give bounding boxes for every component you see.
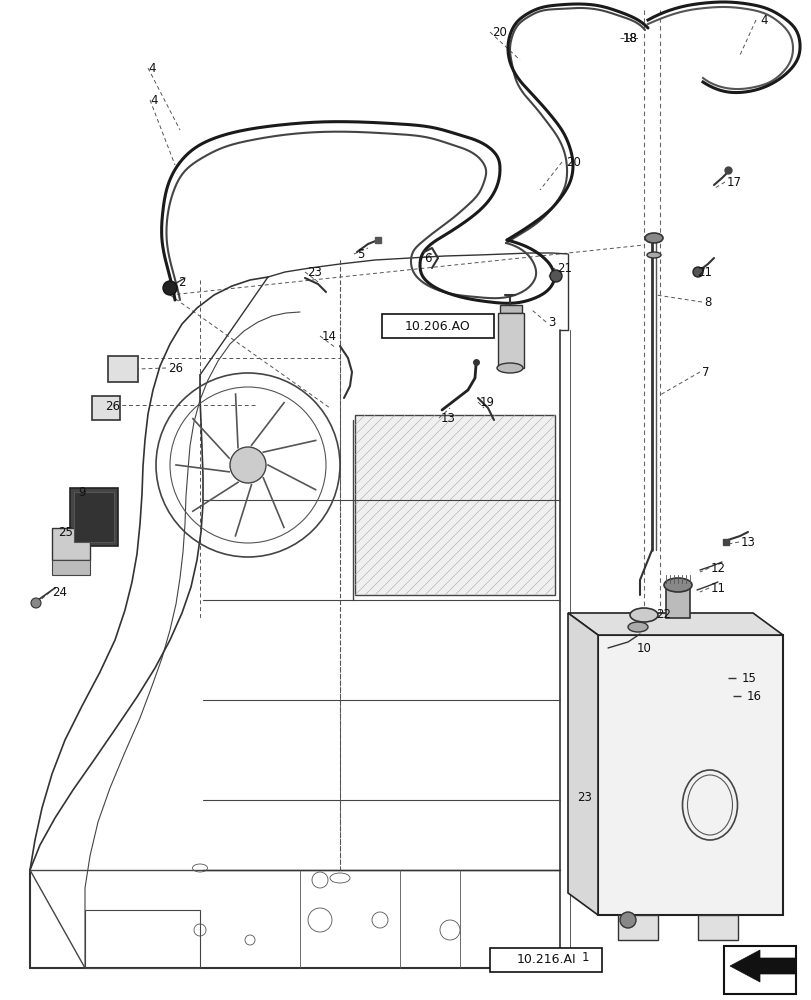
Polygon shape [597, 635, 782, 915]
Text: 23: 23 [577, 791, 591, 804]
Bar [500, 305, 521, 313]
Ellipse shape [627, 622, 647, 632]
Polygon shape [568, 613, 597, 915]
Text: 26: 26 [105, 399, 120, 412]
Ellipse shape [663, 578, 691, 592]
Bar [52, 560, 90, 575]
Text: 21: 21 [696, 265, 711, 278]
Ellipse shape [629, 608, 657, 622]
Text: 21: 21 [556, 261, 571, 274]
Ellipse shape [496, 363, 522, 373]
Text: 3: 3 [547, 316, 555, 328]
Text: 10.206.AO: 10.206.AO [405, 320, 470, 332]
Text: 23: 23 [307, 265, 321, 278]
Text: 4: 4 [150, 94, 157, 107]
Polygon shape [729, 950, 795, 982]
Text: 9: 9 [78, 486, 85, 498]
Text: 18: 18 [622, 32, 637, 45]
Text: 15: 15 [741, 672, 756, 684]
Bar [665, 583, 689, 618]
Circle shape [163, 281, 177, 295]
Circle shape [31, 598, 41, 608]
Text: 10: 10 [636, 642, 651, 654]
Text: 14: 14 [322, 330, 337, 342]
Circle shape [620, 912, 635, 928]
Polygon shape [568, 613, 782, 635]
Text: 22: 22 [655, 607, 670, 620]
Text: 17: 17 [726, 176, 741, 189]
Bar [723, 946, 795, 994]
Bar [354, 415, 554, 595]
Text: 18: 18 [622, 32, 637, 45]
Text: 13: 13 [440, 412, 455, 424]
Bar [52, 528, 90, 560]
Circle shape [230, 447, 266, 483]
Text: 4: 4 [148, 62, 156, 75]
Text: 13: 13 [740, 536, 755, 548]
Bar [92, 396, 120, 420]
Text: 10.216.AI: 10.216.AI [516, 953, 575, 966]
Text: 8: 8 [703, 296, 710, 308]
Bar [497, 313, 523, 368]
Text: 20: 20 [565, 156, 580, 169]
Text: 24: 24 [52, 585, 67, 598]
Text: 2: 2 [178, 275, 185, 288]
Text: 16: 16 [746, 690, 761, 702]
Text: 6: 6 [423, 251, 431, 264]
Text: 1: 1 [581, 951, 589, 964]
Bar [489, 948, 601, 972]
Text: 4: 4 [759, 14, 766, 27]
Text: 12: 12 [710, 562, 725, 574]
Polygon shape [697, 915, 737, 940]
Text: 11: 11 [710, 582, 725, 594]
Text: 7: 7 [702, 365, 709, 378]
Text: 5: 5 [357, 247, 364, 260]
Text: 19: 19 [479, 395, 495, 408]
Polygon shape [617, 915, 657, 940]
Text: 26: 26 [168, 361, 182, 374]
Circle shape [549, 270, 561, 282]
Bar [74, 492, 114, 542]
Bar [381, 314, 493, 338]
Text: 25: 25 [58, 526, 73, 538]
Ellipse shape [644, 233, 663, 243]
Circle shape [692, 267, 702, 277]
Bar [70, 488, 118, 546]
Ellipse shape [646, 252, 660, 258]
Bar [108, 356, 138, 382]
Text: 20: 20 [491, 26, 506, 39]
